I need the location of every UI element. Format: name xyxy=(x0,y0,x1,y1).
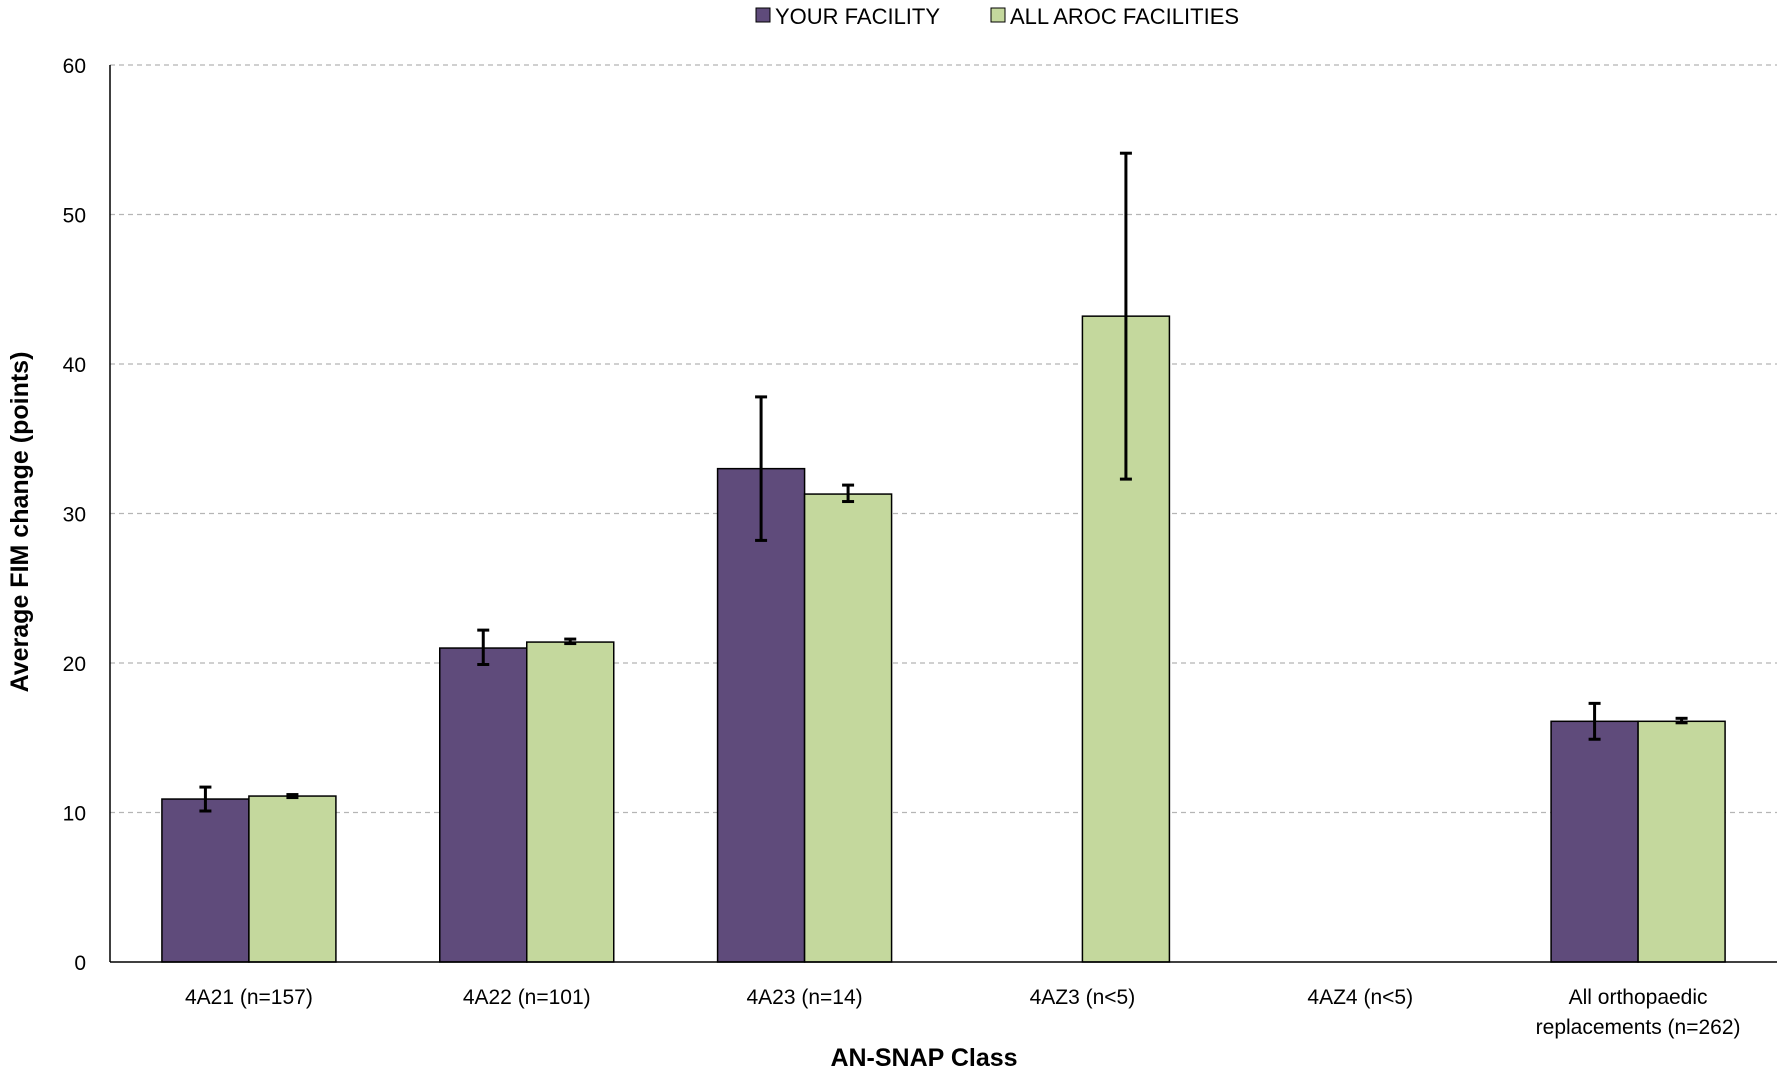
y-tick-label: 30 xyxy=(63,504,86,527)
bar xyxy=(439,647,528,963)
x-category-label: replacements (n=262) xyxy=(1536,1016,1741,1039)
bar xyxy=(526,641,615,963)
y-tick-label: 50 xyxy=(63,205,86,228)
y-tick-labels: 0 10 20 30 40 50 60 xyxy=(63,55,86,975)
legend-swatch-all-aroc-facilities xyxy=(990,7,1006,23)
bar xyxy=(161,798,250,963)
y-tick-label: 40 xyxy=(63,354,86,377)
x-category-label: 4AZ4 (n<5) xyxy=(1307,986,1413,1009)
y-tick-label: 0 xyxy=(74,952,86,975)
x-category-labels: 4A21 (n=157) 4A22 (n=101) 4A23 (n=14) 4AZ3 … xyxy=(185,986,1741,1039)
error-bars xyxy=(199,151,1688,813)
x-axis-title: AN-SNAP Class xyxy=(830,1044,1017,1072)
legend: YOUR FACILITY ALL AROC FACILITIES xyxy=(755,4,1239,29)
legend-swatch-your-facility xyxy=(755,7,771,23)
bar xyxy=(716,467,806,963)
x-category-label: All orthopaedic xyxy=(1569,986,1708,1009)
y-axis-title: Average FIM change (points) xyxy=(6,352,34,693)
bar xyxy=(803,493,893,963)
axes xyxy=(109,65,1777,963)
bar xyxy=(248,795,337,963)
y-tick-label: 20 xyxy=(63,653,86,676)
legend-label-your-facility: YOUR FACILITY xyxy=(775,4,940,29)
bar xyxy=(1550,720,1639,963)
y-tick-label: 10 xyxy=(63,803,86,826)
bar xyxy=(1637,720,1726,963)
bars xyxy=(161,315,1726,963)
gridlines xyxy=(110,64,1777,814)
y-tick-label: 60 xyxy=(63,55,86,78)
legend-label-all-aroc-facilities: ALL AROC FACILITIES xyxy=(1010,4,1239,29)
x-category-label: 4A23 (n=14) xyxy=(746,986,862,1009)
x-category-label: 4A21 (n=157) xyxy=(185,986,313,1009)
x-category-label: 4AZ3 (n<5) xyxy=(1030,986,1136,1009)
x-category-label: 4A22 (n=101) xyxy=(463,986,591,1009)
